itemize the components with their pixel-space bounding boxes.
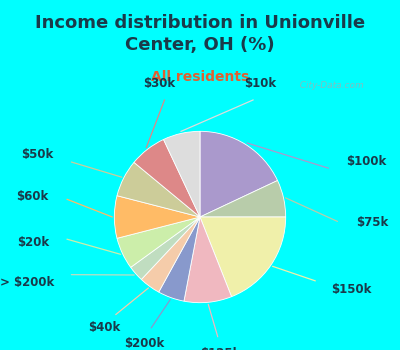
Wedge shape [200,181,286,217]
Text: $30k: $30k [144,77,176,90]
Wedge shape [159,217,200,301]
Wedge shape [164,131,200,217]
Wedge shape [114,196,200,238]
Wedge shape [134,139,200,217]
Text: $75k: $75k [356,216,388,229]
Text: City-Data.com: City-Data.com [294,81,363,90]
Text: $20k: $20k [17,236,49,249]
Wedge shape [117,162,200,217]
Text: All residents: All residents [151,70,249,84]
Text: Income distribution in Unionville
Center, OH (%): Income distribution in Unionville Center… [35,14,365,54]
Wedge shape [200,131,278,217]
Text: $125k: $125k [200,346,240,350]
Text: $100k: $100k [346,155,386,168]
Text: $10k: $10k [244,77,276,90]
Wedge shape [200,217,286,297]
Text: > $200k: > $200k [0,276,54,289]
Text: $40k: $40k [88,321,120,334]
Text: $60k: $60k [16,190,49,203]
Text: $150k: $150k [331,283,372,296]
Text: $200k: $200k [124,336,165,350]
Wedge shape [141,217,200,292]
Wedge shape [184,217,232,303]
Wedge shape [117,217,200,267]
Text: $50k: $50k [22,148,54,161]
Wedge shape [131,217,200,279]
